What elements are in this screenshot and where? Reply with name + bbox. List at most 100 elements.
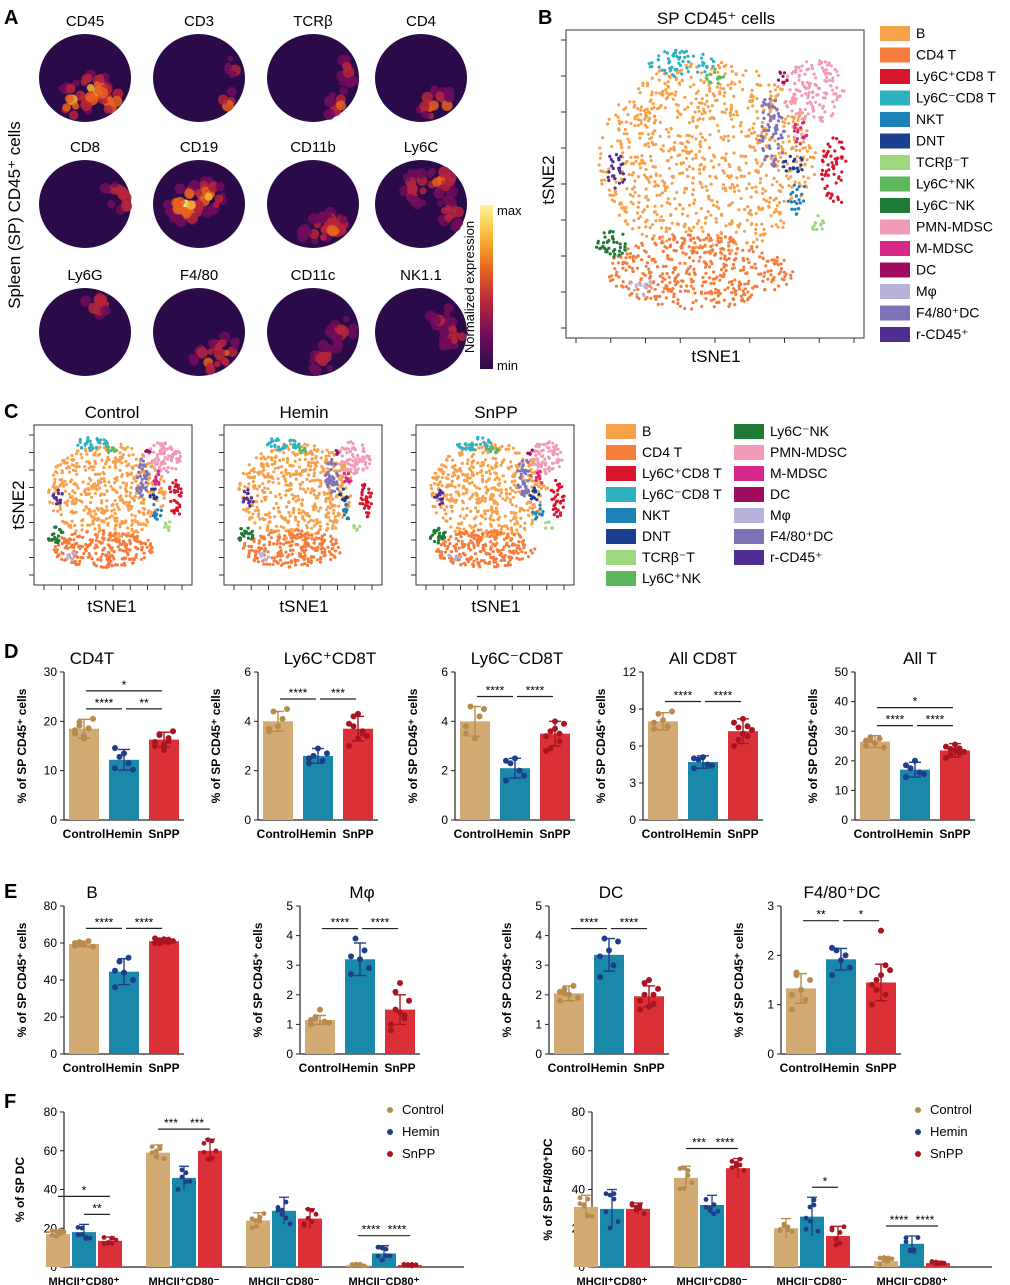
tsne-point bbox=[628, 193, 633, 197]
tsne-point bbox=[277, 466, 281, 470]
tsne-point bbox=[698, 171, 702, 176]
tsne-point bbox=[654, 91, 658, 95]
tsne-point bbox=[329, 557, 333, 562]
tsne-point bbox=[658, 235, 662, 239]
tsne-point bbox=[499, 463, 503, 467]
tsne-point bbox=[607, 170, 611, 174]
tsne-point bbox=[523, 551, 528, 555]
tsne-point bbox=[703, 216, 708, 220]
tsne-point bbox=[678, 289, 683, 293]
tsne-point bbox=[633, 190, 637, 195]
tsne-point bbox=[693, 241, 697, 245]
tsne-point bbox=[130, 522, 134, 526]
tsne-point bbox=[639, 105, 644, 109]
tsne-point bbox=[772, 176, 776, 180]
tsne-point bbox=[312, 555, 316, 559]
tsne-point bbox=[163, 490, 167, 494]
tsne-point bbox=[637, 194, 641, 198]
tsne-point bbox=[292, 506, 296, 511]
tsne-point bbox=[805, 158, 809, 162]
tsne-point bbox=[299, 511, 303, 515]
tsne-point bbox=[773, 154, 777, 158]
tsne-point bbox=[327, 454, 331, 458]
tsne-point bbox=[800, 94, 804, 98]
tsne-point bbox=[805, 60, 809, 64]
tsne-point bbox=[78, 498, 82, 503]
tsne-point bbox=[282, 517, 286, 521]
tsne-point bbox=[50, 537, 54, 542]
panel-a-ylabel: Spleen (SP) CD45⁺ cells bbox=[5, 121, 24, 309]
tsne-point bbox=[732, 240, 736, 245]
tsne-point bbox=[707, 83, 711, 87]
tsne-point bbox=[623, 219, 627, 223]
tsne-point bbox=[79, 446, 83, 450]
tsne-point bbox=[176, 486, 181, 490]
tsne-point bbox=[730, 64, 734, 69]
tsne-point bbox=[486, 509, 490, 513]
tsne-point bbox=[824, 172, 828, 176]
tsne-point bbox=[653, 287, 657, 291]
legend-item: Ly6C⁺NK bbox=[880, 176, 976, 192]
tsne-point bbox=[299, 451, 303, 455]
heatmap-spot bbox=[330, 332, 340, 342]
tsne-point bbox=[722, 171, 726, 175]
tsne-point bbox=[444, 476, 448, 480]
tsne-point bbox=[760, 222, 764, 226]
tsne-point bbox=[72, 546, 76, 550]
panel-c-title-hemin: Hemin bbox=[279, 403, 328, 422]
tsne-point bbox=[648, 116, 652, 120]
tsne-point bbox=[743, 229, 747, 233]
tsne-point bbox=[720, 213, 724, 217]
tsne-point bbox=[663, 277, 667, 281]
tsne-point bbox=[94, 551, 98, 556]
tsne-point bbox=[78, 440, 82, 444]
tsne-point bbox=[687, 60, 691, 64]
tsne-point bbox=[618, 122, 622, 126]
tsne-point bbox=[706, 105, 710, 109]
heatmap-spot bbox=[206, 176, 213, 183]
tsne-point bbox=[52, 532, 56, 536]
tsne-point bbox=[794, 112, 798, 116]
tsne-point bbox=[433, 471, 437, 475]
tsne-point bbox=[111, 555, 115, 559]
tsne-point bbox=[306, 559, 311, 564]
tsne-point bbox=[331, 497, 335, 501]
tsne-point bbox=[118, 458, 122, 462]
tsne-point bbox=[667, 289, 672, 293]
tsne-point bbox=[100, 458, 104, 462]
legend-item: Mφ bbox=[880, 283, 937, 299]
tsne-point bbox=[705, 99, 709, 103]
tsne-point bbox=[613, 252, 617, 256]
tsne-point bbox=[715, 123, 720, 127]
tsne-point bbox=[266, 555, 271, 559]
tsne-point bbox=[603, 235, 607, 239]
tsne-point bbox=[792, 96, 796, 100]
tsne-point bbox=[98, 445, 102, 449]
tsne-point bbox=[671, 300, 675, 304]
tsne-point bbox=[687, 133, 691, 138]
tsne-point bbox=[632, 259, 636, 263]
tsne-point bbox=[696, 89, 700, 93]
tsne-point bbox=[102, 492, 106, 497]
tsne-point bbox=[675, 190, 679, 195]
tsne-point bbox=[782, 71, 787, 75]
tsne-point bbox=[743, 207, 747, 212]
tsne-point bbox=[701, 275, 705, 280]
tsne-point bbox=[619, 163, 623, 167]
legend-item: Ly6C⁻CD8 T bbox=[880, 90, 996, 106]
tsne-point bbox=[709, 182, 713, 186]
tsne-point bbox=[439, 505, 443, 510]
tsne-point bbox=[707, 265, 712, 269]
tsne-point bbox=[511, 446, 515, 450]
tsne-point bbox=[687, 245, 691, 249]
tsne-point bbox=[634, 283, 638, 287]
tsne-point bbox=[179, 491, 183, 495]
tsne-point bbox=[820, 177, 825, 181]
panel-label-c: C bbox=[4, 401, 18, 423]
tsne-point bbox=[361, 447, 366, 451]
tsne-point bbox=[132, 537, 137, 541]
tsne-point bbox=[802, 175, 806, 179]
tsne-point bbox=[601, 170, 605, 174]
tsne-point bbox=[824, 155, 828, 159]
tsne-point bbox=[318, 524, 322, 528]
